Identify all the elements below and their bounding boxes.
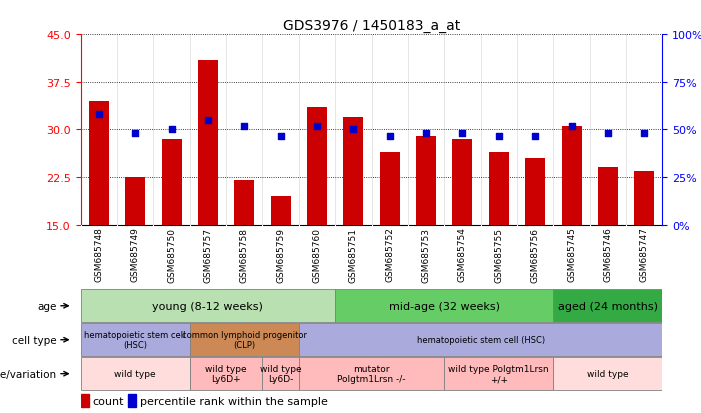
Point (494, 133, 505, 140)
Text: GSM685758: GSM685758 (240, 227, 249, 282)
Bar (553, 358, 662, 390)
Text: genotype/variation: genotype/variation (0, 369, 56, 379)
Bar (161, 140, 182, 225)
Text: GSM685752: GSM685752 (386, 227, 394, 282)
Text: aged (24 months): aged (24 months) (558, 301, 658, 311)
Bar (452, 140, 472, 225)
Title: GDS3976 / 1450183_a_at: GDS3976 / 1450183_a_at (283, 19, 460, 33)
Bar (553, 290, 662, 322)
Text: hematopoietic stem cell
(HSC): hematopoietic stem cell (HSC) (84, 330, 186, 349)
Bar (190, 358, 262, 390)
Text: GSM685760: GSM685760 (313, 227, 322, 282)
Point (311, 123, 322, 130)
Text: GSM685759: GSM685759 (276, 227, 285, 282)
Bar (380, 152, 400, 225)
Text: wild type
Ly6D-: wild type Ly6D- (260, 364, 301, 383)
Text: GSM685747: GSM685747 (640, 227, 648, 282)
Point (457, 130, 468, 137)
Point (238, 123, 250, 130)
Text: age: age (37, 301, 56, 311)
Bar (81, 324, 190, 356)
Point (348, 127, 359, 133)
Bar (598, 168, 618, 225)
Text: GSM685746: GSM685746 (604, 227, 613, 282)
Point (166, 127, 177, 133)
Point (384, 133, 395, 140)
Text: hematopoietic stem cell (HSC): hematopoietic stem cell (HSC) (416, 335, 545, 344)
Point (275, 133, 286, 140)
Point (602, 130, 613, 137)
Bar (343, 117, 363, 225)
Bar (81, 358, 190, 390)
Bar (198, 60, 218, 225)
Text: GSM685753: GSM685753 (421, 227, 430, 282)
Text: GSM685745: GSM685745 (567, 227, 576, 282)
Text: count: count (93, 396, 124, 406)
Text: GSM685750: GSM685750 (167, 227, 176, 282)
Text: wild type
Ly6D+: wild type Ly6D+ (205, 364, 247, 383)
Text: percentile rank within the sample: percentile rank within the sample (140, 396, 328, 406)
Bar (190, 324, 299, 356)
Text: young (8-12 weeks): young (8-12 weeks) (152, 301, 264, 311)
Bar (299, 358, 444, 390)
Text: common lymphoid progenitor
(CLP): common lymphoid progenitor (CLP) (182, 330, 307, 349)
Bar (234, 181, 254, 225)
Bar (335, 290, 553, 322)
Bar (416, 136, 436, 225)
Bar (562, 127, 582, 225)
Bar (634, 171, 654, 225)
Text: mid-age (32 weeks): mid-age (32 weeks) (389, 301, 500, 311)
Text: GSM685756: GSM685756 (531, 227, 540, 282)
Bar (81, 290, 335, 322)
Point (566, 123, 577, 130)
Point (203, 117, 214, 124)
Text: GSM685755: GSM685755 (494, 227, 503, 282)
Bar (262, 358, 299, 390)
Bar (271, 197, 291, 225)
Bar (307, 108, 327, 225)
Text: cell type: cell type (12, 335, 56, 345)
Point (529, 133, 540, 140)
Bar (125, 178, 145, 225)
Text: GSM685748: GSM685748 (95, 227, 103, 282)
Bar (128, 394, 137, 407)
Bar (525, 159, 545, 225)
Bar (299, 324, 662, 356)
Text: GSM685751: GSM685751 (349, 227, 358, 282)
Point (93, 111, 104, 118)
Text: wild type: wild type (114, 369, 156, 378)
Text: wild type: wild type (587, 369, 629, 378)
Text: GSM685754: GSM685754 (458, 227, 467, 282)
Bar (444, 358, 553, 390)
Text: wild type Polgtm1Lrsn
+/+: wild type Polgtm1Lrsn +/+ (449, 364, 549, 383)
Text: mutator
Polgtm1Lrsn -/-: mutator Polgtm1Lrsn -/- (337, 364, 406, 383)
Point (130, 130, 141, 137)
Text: GSM685757: GSM685757 (203, 227, 212, 282)
Text: GSM685749: GSM685749 (130, 227, 139, 282)
Bar (81, 394, 89, 407)
Point (421, 130, 432, 137)
Bar (489, 152, 509, 225)
Bar (89, 102, 109, 225)
Point (639, 130, 650, 137)
